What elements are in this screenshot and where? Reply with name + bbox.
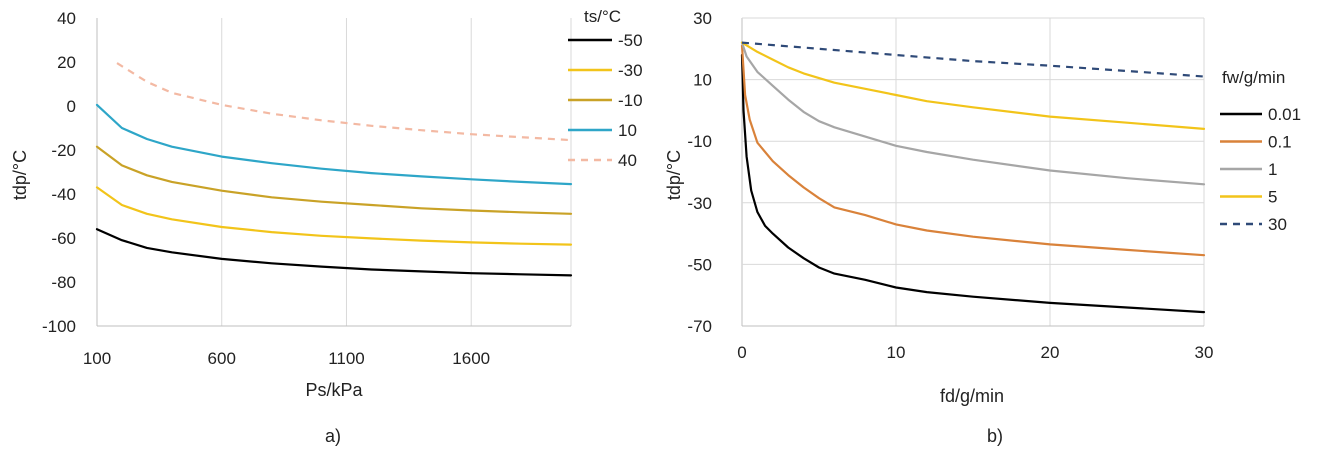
chart-b-x-tick-label-1: 10 [887, 343, 906, 362]
chart-a-legend-label-3: 10 [618, 121, 637, 140]
chart-b-legend-title: fw/g/min [1222, 68, 1285, 87]
chart-a-series-line-4 [116, 62, 572, 142]
chart-b-x-tick-label-3: 30 [1195, 343, 1214, 362]
chart-a-y-tick-label-5: 0 [67, 97, 76, 116]
chart-b-x-tick-label-2: 20 [1041, 343, 1060, 362]
chart-b-y-tick-label-1: -50 [687, 255, 712, 274]
chart-b-x-axis-label: fd/g/min [940, 386, 1004, 406]
chart-b-legend-label-3: 5 [1268, 188, 1277, 207]
chart-b-grid [741, 17, 1205, 327]
chart-a-legend-label-2: -10 [618, 91, 643, 110]
chart-a-series-line-1 [95, 186, 573, 246]
chart-a-x-tick-label-0: 100 [83, 349, 111, 368]
chart-b-panel-label: b) [987, 426, 1003, 446]
chart-b-y-axis-label: tdp/°C [664, 150, 684, 200]
chart-a-y-tick-label-2: -60 [51, 229, 76, 248]
chart-a-x-ticks: 100 600 1100 1600 [83, 349, 490, 368]
chart-a-x-tick-label-1: 600 [208, 349, 236, 368]
chart-b-y-ticks: -70 -50 -30 -10 10 30 [687, 9, 712, 336]
chart-a-series-line-2 [95, 145, 573, 215]
chart-b-y-tick-label-0: -70 [687, 317, 712, 336]
chart-b-y-tick-label-4: 10 [693, 71, 712, 90]
chart-b-legend: fw/g/min 0.01 0.1 1 5 30 [1220, 68, 1301, 234]
chart-b-legend-label-1: 0.1 [1268, 133, 1292, 152]
chart-b-series-line-0 [740, 53, 1206, 314]
chart-a-legend-label-0: -50 [618, 31, 643, 50]
chart-b-legend-label-0: 0.01 [1268, 105, 1301, 124]
chart-a-series-line-0 [95, 228, 573, 277]
chart-a-panel-label: a) [325, 426, 341, 446]
chart-a: 100 600 1100 1600 -100 -80 -60 -40 -20 0 20 40 Ps/… [10, 7, 643, 446]
chart-a-legend-title: ts/°C [584, 7, 621, 26]
chart-a-x-tick-label-3: 1600 [452, 349, 490, 368]
chart-a-legend-label-4: 40 [618, 151, 637, 170]
chart-a-y-axis-label: tdp/°C [10, 150, 30, 200]
chart-b-series [740, 41, 1206, 314]
chart-a-y-tick-label-3: -40 [51, 185, 76, 204]
chart-a-series-line-3 [95, 103, 573, 186]
chart-b-series-line-3 [740, 41, 1206, 130]
chart-a-y-tick-label-1: -80 [51, 273, 76, 292]
chart-b-y-tick-label-2: -30 [687, 194, 712, 213]
chart-b-legend-label-4: 30 [1268, 215, 1287, 234]
chart-a-legend-label-1: -30 [618, 61, 643, 80]
chart-a-x-axis-label: Ps/kPa [305, 380, 363, 400]
chart-a-y-tick-label-0: -100 [42, 317, 76, 336]
chart-b: 0 10 20 30 -70 -50 -30 -10 10 30 fd/g/min tdp/°C… [664, 9, 1301, 446]
chart-b-legend-label-2: 1 [1268, 160, 1277, 179]
chart-a-y-ticks: -100 -80 -60 -40 -20 0 20 40 [42, 9, 76, 336]
chart-a-y-tick-label-6: 20 [57, 53, 76, 72]
chart-a-x-tick-label-2: 1100 [328, 349, 365, 368]
chart-b-series-line-1 [740, 44, 1206, 257]
chart-b-y-tick-label-3: -10 [687, 132, 712, 151]
chart-a-y-tick-label-7: 40 [57, 9, 76, 28]
chart-a-legend: ts/°C -50 -30 -10 10 40 [568, 7, 643, 170]
chart-b-x-ticks: 0 10 20 30 [737, 343, 1213, 362]
chart-a-series [95, 62, 573, 277]
chart-b-x-tick-label-0: 0 [737, 343, 746, 362]
chart-b-series-line-2 [740, 41, 1206, 186]
chart-a-y-tick-label-4: -20 [51, 141, 76, 160]
chart-b-y-tick-label-5: 30 [693, 9, 712, 28]
